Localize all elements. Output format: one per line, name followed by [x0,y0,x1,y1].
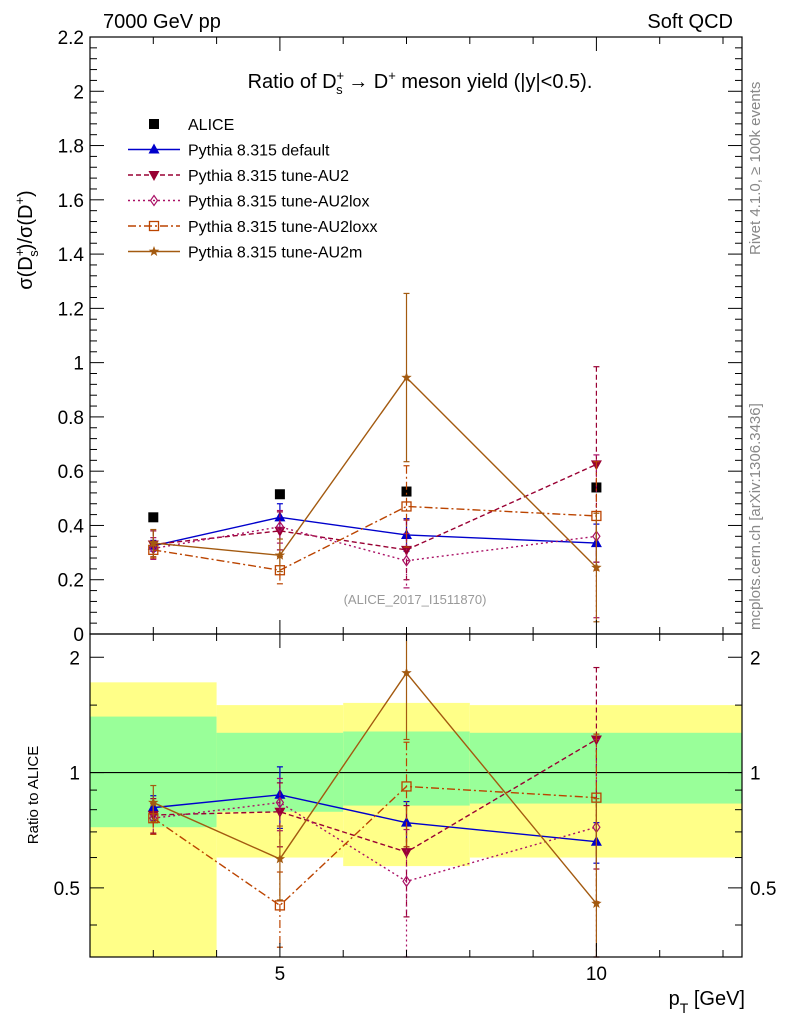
ratio-point [274,900,286,911]
legend-label: Pythia 8.315 tune-AU2m [188,245,362,262]
main-ytick-label: 1.2 [58,299,84,320]
ratio-line [152,785,597,907]
ratio-ytick-label-left: 2 [69,648,80,669]
x-tick-label: 10 [586,964,607,985]
main-panel: Ratio of D+ s → D+ meson yield (|y|<0.5).… [12,28,743,646]
legend-entry: Pythia 8.315 tune-AU2 [128,168,349,185]
main-y-axis-label: σ(D+s)/σ(D+) [12,190,41,289]
ratio-panel: Ratio to ALICE pT [GeV] 5 10 0.5 0.5 1 1 2 2 [25,633,776,1016]
ratio-ytick-label-right: 0.5 [750,879,776,900]
ratio-point [274,807,286,818]
main-series-pythia-8-315-tune-au2 [147,366,602,581]
legend-marker [148,171,160,181]
main-point [401,501,412,512]
mcplots-source-label: mcplots.cern.ch [arXiv:1306.3436] [747,403,764,630]
main-ytick-label: 0.4 [58,516,85,537]
main-ytick-label: 2 [73,82,84,103]
legend-label: ALICE [188,117,234,134]
main-point [274,549,286,560]
ratio-y-axis-label: Ratio to ALICE [25,746,42,844]
ratio-point [148,797,159,808]
legend-entry: Pythia 8.315 tune-AU2loxx [128,219,377,236]
ratio-plot-frame [89,633,743,958]
main-ytick-label: 1.4 [58,245,85,266]
main-ytick-label: 0.2 [58,571,84,592]
main-ytick-label: 0.6 [58,462,84,483]
legend-label: Pythia 8.315 tune-AU2 [188,168,349,185]
legend-label: Pythia 8.315 tune-AU2lox [188,194,369,211]
main-line [153,463,597,551]
main-series-pythia-8-315-tune-au2m [148,292,602,623]
main-point [401,372,412,383]
main-ytick-label: 1.8 [58,137,84,158]
main-series-alice [148,482,602,523]
ratio-line [153,801,597,883]
main-line [153,526,597,562]
header-energy-label: 7000 GeV pp [103,11,221,33]
ratio-point [402,875,411,888]
legend-entry: Pythia 8.315 default [128,143,330,160]
ratio-point [591,898,602,909]
ratio-point [401,848,413,859]
ratio-point [401,781,412,792]
legend-entry: Pythia 8.315 tune-AU2lox [128,194,369,211]
main-ytick-label: 2.2 [58,28,84,49]
main-ytick-label: 0.8 [58,408,84,429]
header-process-label: Soft QCD [647,11,733,33]
main-line [153,376,597,569]
legend-label: Pythia 8.315 default [188,143,330,160]
legend-entry: ALICE [149,117,234,134]
main-point [401,545,413,556]
ratio-point [275,796,285,809]
inner-band-3 [469,732,742,804]
ratio-ytick-label-left: 0.5 [54,879,80,900]
ratio-line [153,738,597,853]
ratio-uncertainty-bands [90,682,742,957]
ratio-series-pythia-8-315-tune-au2m [148,633,602,958]
legend-marker [148,220,160,232]
main-point [591,562,602,572]
ratio-line [153,794,597,843]
x-tick-label: 5 [275,964,286,985]
analysis-watermark: (ALICE_2017_I1511870) [344,592,487,607]
x-axis-label: pT [GeV] [669,988,745,1016]
legend-entry: Pythia 8.315 tune-AU2m [128,245,362,262]
legend-marker [148,143,160,154]
main-point [402,554,411,567]
ratio-ytick-label-left: 1 [69,764,80,785]
legend-marker [149,194,159,207]
ratio-point [401,667,412,678]
ratio-point [274,853,286,864]
svg-text:pT [GeV]: pT [GeV] [669,988,745,1016]
main-ytick-label: 1.6 [58,191,84,212]
rivet-version-label: Rivet 4.1.0, ≥ 100k events [747,82,764,255]
legend-marker [148,246,160,256]
main-point [401,486,412,497]
main-line [153,505,597,571]
main-chart-title: Ratio of D+ s → D+ meson yield (|y|<0.5). [248,68,593,97]
main-point [148,537,159,548]
legend-marker [149,119,159,129]
main-ytick-label: 1 [73,354,84,375]
legend: ALICE Pythia 8.315 default Pythia 8.315 tu… [128,117,377,262]
main-point [275,520,285,533]
main-ytick-label: 0 [73,625,84,646]
main-line [153,516,597,547]
ratio-ytick-label-right: 2 [750,648,761,669]
main-series-pythia-8-315-default [147,503,602,563]
ratio-line [153,671,597,905]
main-point [274,489,285,500]
svg-text:Ratio of D+s → D+ meson yield: Ratio of D+ s → D+ meson yield (|y|<0.5). [248,68,593,97]
main-point [148,512,159,523]
ratio-ytick-label-right: 1 [750,764,761,785]
legend-label: Pythia 8.315 tune-AU2loxx [188,219,377,236]
main-series-pythia-8-315-tune-au2loxx [148,461,602,585]
svg-text:σ(D+s)/σ(D+): σ(D+s)/σ(D+) [12,190,41,289]
